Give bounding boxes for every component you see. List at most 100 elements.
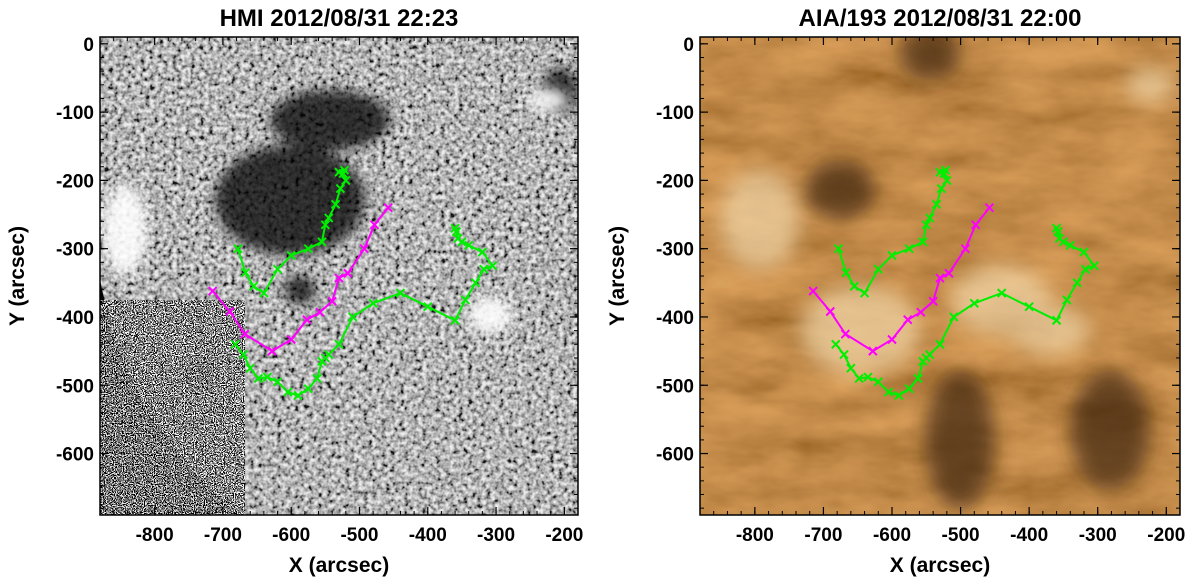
x-marker — [225, 306, 235, 317]
x-marker — [334, 167, 344, 177]
x-marker — [944, 268, 954, 278]
x-tick-label: -200 — [545, 525, 583, 546]
hmi-panel — [100, 37, 578, 515]
y-tick-label: -400 — [656, 308, 694, 329]
x-marker — [453, 233, 463, 244]
x-marker — [839, 349, 849, 360]
x-marker — [903, 314, 913, 325]
x-axis-label: X (arcsec) — [289, 554, 389, 577]
x-marker — [343, 268, 353, 278]
x-marker — [470, 278, 481, 288]
x-marker — [940, 165, 951, 175]
x-marker — [841, 267, 851, 278]
x-marker — [334, 339, 344, 349]
x-marker — [873, 264, 883, 274]
x-marker — [894, 390, 904, 401]
x-tick-label: -600 — [272, 525, 310, 546]
y-tick-label: -600 — [656, 445, 694, 466]
x-marker — [935, 339, 945, 349]
x-marker — [863, 372, 873, 382]
x-marker — [1024, 302, 1034, 312]
y-tick-label: -200 — [656, 171, 694, 192]
x-marker — [238, 349, 249, 360]
overlay-hmi — [207, 165, 498, 401]
x-tick-label: -800 — [736, 525, 774, 546]
x-marker — [450, 223, 460, 233]
x-marker — [335, 183, 346, 194]
x-marker — [383, 203, 393, 213]
y-tick-label: -300 — [656, 240, 694, 261]
x-tick-label: -400 — [409, 525, 447, 546]
x-marker — [831, 339, 841, 349]
x-marker — [1072, 278, 1082, 288]
y-tick-label: -500 — [56, 376, 94, 397]
x-marker — [327, 296, 337, 306]
x-marker — [918, 237, 928, 247]
x-marker — [369, 220, 380, 230]
x-marker — [395, 288, 406, 298]
x-marker — [233, 243, 243, 254]
x-marker — [460, 295, 471, 305]
aia-panel — [700, 37, 1180, 515]
y-tick-label: 0 — [683, 35, 694, 56]
x-marker — [245, 363, 255, 373]
aia-193-image — [700, 37, 1180, 515]
x-marker — [240, 329, 250, 339]
x-marker — [913, 373, 923, 384]
x-tick-label: -300 — [477, 525, 515, 546]
x-marker — [935, 167, 945, 177]
x-marker — [317, 237, 327, 247]
green-path-line-1 — [837, 169, 949, 295]
x-marker — [984, 203, 995, 213]
x-marker — [341, 175, 351, 186]
y-tick-label: -500 — [656, 376, 694, 397]
x-marker — [849, 281, 859, 291]
x-marker — [450, 315, 460, 326]
x-marker — [887, 334, 897, 345]
x-marker — [324, 213, 334, 223]
x-marker — [825, 306, 835, 317]
x-marker — [887, 250, 897, 261]
x-marker — [942, 175, 952, 186]
x-marker — [883, 387, 894, 397]
x-marker — [935, 273, 945, 283]
x-marker — [248, 281, 259, 291]
x-marker — [487, 261, 498, 271]
x-marker — [970, 220, 981, 230]
x-marker — [868, 346, 878, 356]
x-marker — [240, 267, 251, 278]
x-marker — [272, 264, 283, 274]
x-marker — [302, 314, 312, 325]
x-marker — [259, 288, 269, 298]
x-marker — [936, 183, 947, 194]
x-tick-label: -600 — [873, 525, 911, 546]
y-tick-label: -200 — [56, 171, 94, 192]
x-marker — [230, 339, 240, 349]
x-marker — [464, 240, 474, 250]
x-marker — [925, 349, 935, 360]
x-tick-label: -700 — [804, 525, 842, 546]
x-marker — [1062, 295, 1072, 305]
x-marker — [873, 377, 883, 387]
x-marker — [324, 349, 334, 360]
x-marker — [320, 220, 331, 230]
x-marker — [1080, 264, 1091, 274]
x-marker — [925, 213, 935, 223]
y-tick-label: -600 — [56, 445, 94, 466]
x-marker — [312, 373, 322, 384]
y-tick-label: -100 — [56, 103, 94, 124]
x-marker — [368, 298, 378, 309]
x-tick-label: -500 — [340, 525, 378, 546]
x-tick-label: -700 — [204, 525, 242, 546]
y-tick-label: 0 — [83, 35, 94, 56]
x-marker — [477, 247, 488, 257]
x-marker — [303, 383, 313, 394]
panel-title: HMI 2012/08/31 22:23 — [220, 5, 459, 32]
y-tick-label: -400 — [56, 308, 94, 329]
x-marker — [960, 243, 971, 254]
x-tick-label: -400 — [1010, 525, 1048, 546]
x-marker — [283, 387, 293, 397]
x-marker — [423, 302, 433, 312]
panel-title: AIA/193 2012/08/31 22:00 — [799, 5, 1082, 32]
y-axis-label: Y (arcsec) — [606, 226, 629, 326]
